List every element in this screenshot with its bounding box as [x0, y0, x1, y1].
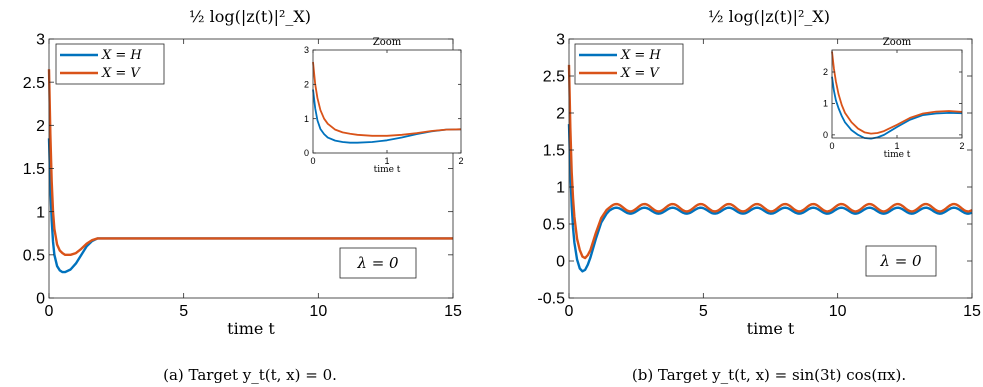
chart-title: ½ log(|z(t)|²_X) [708, 7, 830, 26]
legend: X = H X = V [574, 43, 684, 85]
y-tick-label: 0.5 [543, 217, 565, 234]
y-tick-label: 0 [556, 254, 565, 271]
y-tick-label: 2 [36, 118, 45, 135]
y-tick-label: 1.5 [23, 161, 45, 178]
x-axis-label: time t [747, 319, 795, 338]
series-line-v [312, 61, 462, 137]
y-tick-label: 3 [556, 32, 565, 49]
caption-b: (b) Target y_t(t, x) = sin(3t) cos(πx). [632, 366, 906, 384]
axes-frame [568, 38, 973, 299]
y-tick-label: 2 [304, 79, 309, 89]
x-tick-label: 10 [309, 303, 327, 320]
panel-a: ½ log(|z(t)|²_X) 0 5 10 1500.511.522.53time… [23, 7, 464, 384]
y-tick-label: 1 [36, 204, 45, 221]
legend: X = H X = V [55, 43, 165, 85]
annotation-text: λ = 0 [356, 254, 399, 272]
y-tick-label: 1 [556, 180, 565, 197]
plot-area [313, 50, 461, 153]
x-tick-label: 0 [565, 303, 574, 320]
chart-title: ½ log(|z(t)|²_X) [189, 7, 311, 26]
annotation-box [339, 247, 417, 279]
annotation-text: λ = 0 [879, 252, 922, 270]
lambda-annotation: λ = 0 [339, 247, 417, 279]
y-tick-label: 2 [556, 106, 565, 123]
y-tick-label: 1.5 [543, 143, 565, 160]
x-tick-label: 0 [310, 156, 315, 166]
annotation-box [865, 245, 937, 277]
y-tick-label: 1 [823, 99, 828, 109]
y-tick-label: 2.5 [543, 69, 565, 86]
y-tick-label: 3 [36, 32, 45, 49]
inset-plot-a: 0 1 2 0 1 2 3 time t [304, 45, 464, 175]
legend-label-h: X = H [620, 48, 661, 63]
legend-label-v: X = V [101, 66, 141, 81]
lambda-annotation: λ = 0 [865, 245, 937, 277]
y-tick-label: -0.5 [537, 291, 565, 308]
y-tick-label: 0 [304, 148, 309, 158]
x-tick-label: 15 [963, 303, 981, 320]
x-tick-label: 5 [699, 303, 708, 320]
x-tick-label: 1 [894, 141, 899, 151]
x-axis-label: time t [374, 165, 401, 175]
y-tick-label: 2 [823, 67, 828, 77]
y-tick-label: 0.5 [23, 247, 45, 264]
series-line-v [831, 51, 963, 135]
x-tick-label: 0 [45, 303, 54, 320]
legend-label-h: X = H [101, 48, 142, 63]
inset-plot-b: 0 1 2 0 1 2 time t [823, 49, 965, 160]
y-tick-label: 3 [304, 45, 309, 55]
x-tick-label: 0 [829, 141, 834, 151]
y-tick-label: 2.5 [23, 75, 45, 92]
inset-title: Zoom [373, 37, 402, 48]
caption-a: (a) Target y_t(t, x) = 0. [163, 366, 337, 384]
legend-box [55, 43, 165, 85]
inset-title: Zoom [883, 37, 912, 48]
series-line-h [567, 124, 973, 273]
y-tick-label: 0 [36, 291, 45, 308]
legend-label-v: X = V [620, 66, 660, 81]
y-tick-label: 1 [304, 114, 309, 124]
x-tick-label: 15 [444, 303, 462, 320]
legend-box [574, 43, 684, 85]
x-tick-label: 10 [829, 303, 847, 320]
panel-b: ½ log(|z(t)|²_X) 0 5 10 15-0.500.511.522.53… [537, 7, 981, 384]
series-line-v [567, 64, 973, 260]
x-tick-label: 2 [458, 156, 463, 166]
y-tick-label: 0 [823, 130, 828, 140]
x-axis-label: time t [227, 319, 275, 338]
x-tick-label: 2 [959, 141, 964, 151]
x-axis-label: time t [884, 150, 911, 160]
x-tick-label: 5 [179, 303, 188, 320]
x-tick-label: 1 [384, 156, 389, 166]
